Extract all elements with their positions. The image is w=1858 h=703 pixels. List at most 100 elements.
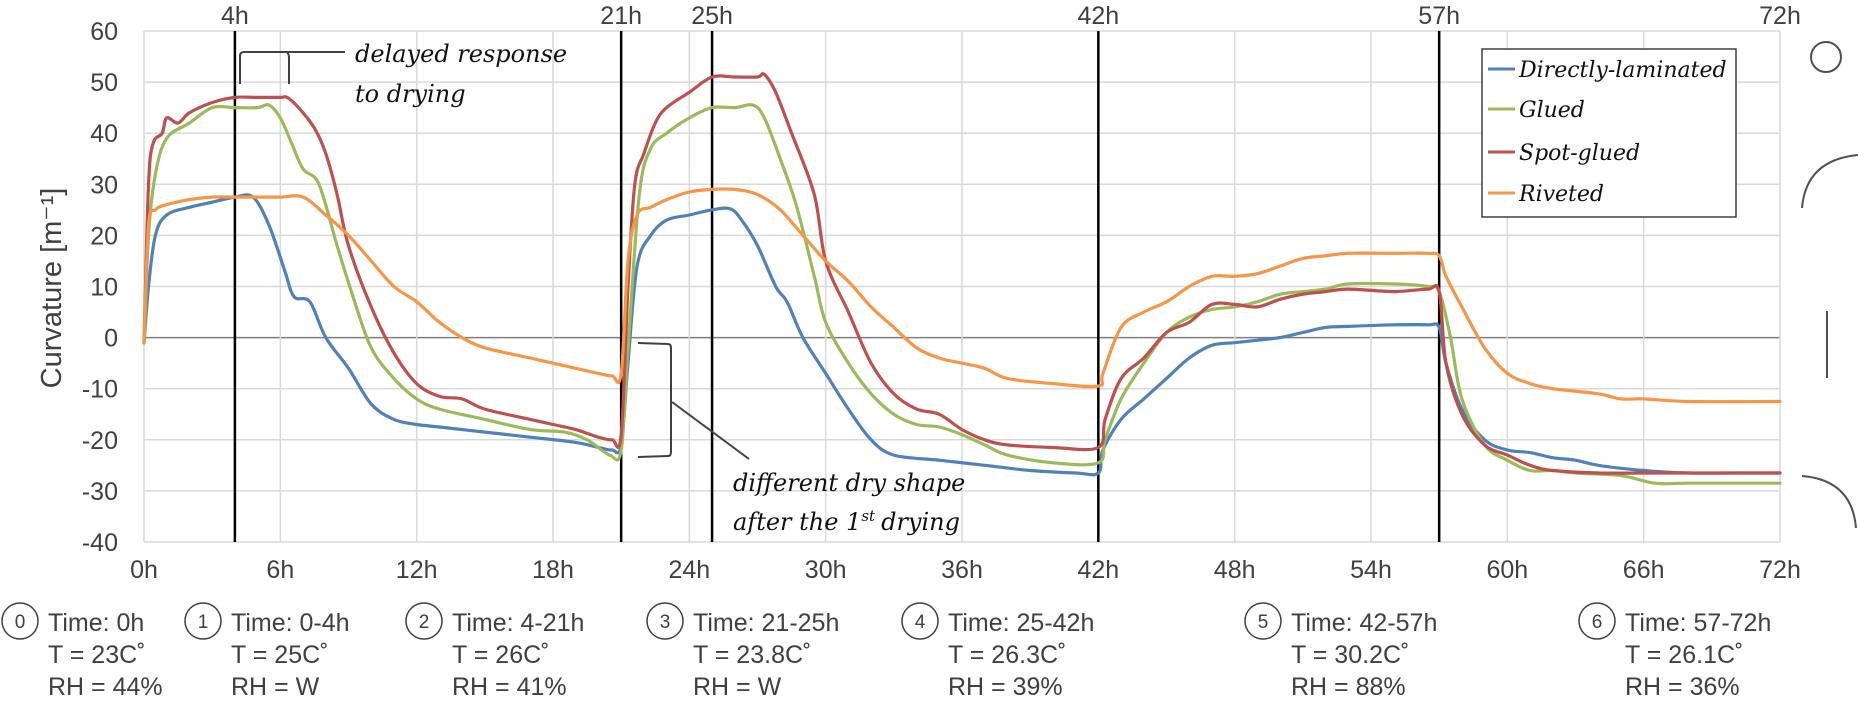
condition-temperature: T = 23.8C˚	[693, 641, 811, 669]
y-tick-label: 60	[90, 18, 118, 46]
y-tick-label: 30	[90, 171, 118, 199]
step-number: 4	[915, 612, 926, 633]
phase-marker-label: 42h	[1077, 2, 1119, 30]
series-line-riveted	[142, 187, 1782, 404]
y-tick-label: 50	[90, 69, 118, 97]
condition-humidity: RH = 44%	[48, 673, 163, 701]
step-number-circle-icon	[1578, 602, 1616, 640]
step-number: 3	[660, 612, 671, 633]
legend-label-spot-glued: Spot-glued	[1519, 141, 1640, 166]
annotation-different-dry-shape: different dry shape after the 1st drying	[637, 342, 965, 536]
condition-time: Time: 0-4h	[231, 609, 350, 637]
delayed-response-bracket	[239, 51, 345, 84]
legend: Directly-laminated Glued Spot-glued Riveted	[1481, 48, 1737, 218]
y-tick-label: 20	[90, 222, 118, 250]
condition-temperature: T = 26C˚	[452, 641, 550, 669]
upward-arc-shape-icon	[1801, 154, 1858, 209]
step-number: 5	[1258, 612, 1269, 633]
y-tick-label: -30	[82, 478, 118, 506]
step-number-circle-icon	[405, 602, 443, 640]
series-line-directly-laminated	[142, 193, 1782, 477]
step-number: 2	[419, 612, 430, 633]
y-tick-label: 10	[90, 274, 118, 302]
condition-time: Time: 21-25h	[693, 609, 839, 637]
x-tick-label: 18h	[532, 556, 574, 584]
shape-icons	[1801, 41, 1858, 529]
series-group	[142, 72, 1782, 486]
annotation-line: delayed response	[355, 40, 567, 68]
step-number-circle-icon	[1, 602, 39, 640]
series-line-spot-glued	[142, 72, 1782, 475]
annotation-line: to drying	[355, 80, 466, 108]
x-tick-label: 72h	[1759, 556, 1801, 584]
y-tick-label: 40	[90, 120, 118, 148]
annotation-line: different dry shape	[733, 469, 965, 497]
condition-block-3: 3 Time: 21-25h T = 23.8C˚ RH = W	[646, 602, 839, 701]
y-tick-label: -10	[82, 376, 118, 404]
legend-label-riveted: Riveted	[1518, 182, 1604, 207]
phase-marker-label: 25h	[691, 2, 733, 30]
condition-block-4: 4 Time: 25-42h T = 26.3C˚ RH = 39%	[901, 602, 1094, 701]
condition-temperature: T = 30.2C˚	[1291, 641, 1409, 669]
condition-block-2: 2 Time: 4-21h T = 26C˚ RH = 41%	[405, 602, 584, 701]
step-number-circle-icon	[646, 602, 684, 640]
annotation-text: drying	[881, 508, 960, 536]
condition-time: Time: 4-21h	[452, 609, 584, 637]
step-number-circle-icon	[901, 602, 939, 640]
grid	[143, 30, 1781, 543]
legend-box	[1481, 48, 1737, 218]
condition-humidity: RH = 39%	[948, 673, 1063, 701]
phase-marker-label: 21h	[600, 2, 642, 30]
phase-marker-label: 57h	[1418, 2, 1460, 30]
annotation-line: after the 1st drying	[733, 507, 960, 536]
x-tick-label: 66h	[1623, 556, 1665, 584]
x-tick-label: 42h	[1077, 556, 1119, 584]
annotation-superscript: st	[861, 507, 876, 525]
x-tick-label: 24h	[668, 556, 710, 584]
condition-humidity: RH = 88%	[1291, 673, 1406, 701]
x-tick-label: 48h	[1214, 556, 1256, 584]
series-line-glued	[142, 103, 1782, 486]
circle-shape-icon	[1810, 41, 1842, 73]
phase-marker-label: 72h	[1759, 2, 1801, 30]
condition-temperature: T = 26.3C˚	[948, 641, 1066, 669]
phase-markers: 4h 21h 25h 42h 57h 72h	[221, 2, 1801, 542]
dry-shape-bracket	[637, 342, 750, 460]
condition-panel: 0 Time: 0h T = 23C˚ RH = 44% 1 Time: 0-4h T = …	[1, 602, 1771, 701]
y-tick-label: 0	[104, 325, 118, 353]
phase-marker-label: 4h	[221, 2, 249, 30]
x-tick-label: 6h	[266, 556, 294, 584]
condition-temperature: T = 25C˚	[231, 641, 329, 669]
condition-block-6: 6 Time: 57-72h T = 26.1C˚ RH = 36%	[1578, 602, 1771, 701]
axes: 60 50 40 30 20 10 0 -10 -20 -30 -40 0h 6h 12h 18h 24h 30…	[82, 18, 1801, 584]
annotation-delayed-response: delayed response to drying	[239, 40, 567, 108]
step-number: 6	[1592, 612, 1603, 633]
condition-time: Time: 0h	[48, 609, 144, 637]
condition-block-1: 1 Time: 0-4h T = 25C˚ RH = W	[184, 602, 350, 701]
condition-temperature: T = 26.1C˚	[1625, 641, 1743, 669]
x-tick-label: 30h	[805, 556, 847, 584]
condition-humidity: RH = W	[231, 673, 320, 701]
condition-time: Time: 25-42h	[948, 609, 1094, 637]
annotation-text: after the 1	[733, 508, 861, 536]
condition-humidity: RH = 41%	[452, 673, 567, 701]
y-tick-label: -40	[82, 529, 118, 557]
x-tick-label: 36h	[941, 556, 983, 584]
x-tick-label: 12h	[396, 556, 438, 584]
condition-humidity: RH = 36%	[1625, 673, 1740, 701]
condition-block-0: 0 Time: 0h T = 23C˚ RH = 44%	[1, 602, 163, 701]
step-number: 1	[198, 612, 209, 633]
legend-label-glued: Glued	[1519, 98, 1585, 123]
step-number-circle-icon	[1244, 602, 1282, 640]
condition-block-5: 5 Time: 42-57h T = 30.2C˚ RH = 88%	[1244, 602, 1437, 701]
x-tick-label: 0h	[130, 556, 158, 584]
y-axis-label: Curvature [m⁻¹]	[36, 188, 68, 389]
y-tick-label: -20	[82, 427, 118, 455]
condition-humidity: RH = W	[693, 673, 782, 701]
condition-temperature: T = 23C˚	[48, 641, 146, 669]
condition-time: Time: 42-57h	[1291, 609, 1437, 637]
legend-label-directly-laminated: Directly-laminated	[1518, 58, 1727, 83]
step-number: 0	[15, 612, 26, 633]
x-tick-label: 60h	[1486, 556, 1528, 584]
